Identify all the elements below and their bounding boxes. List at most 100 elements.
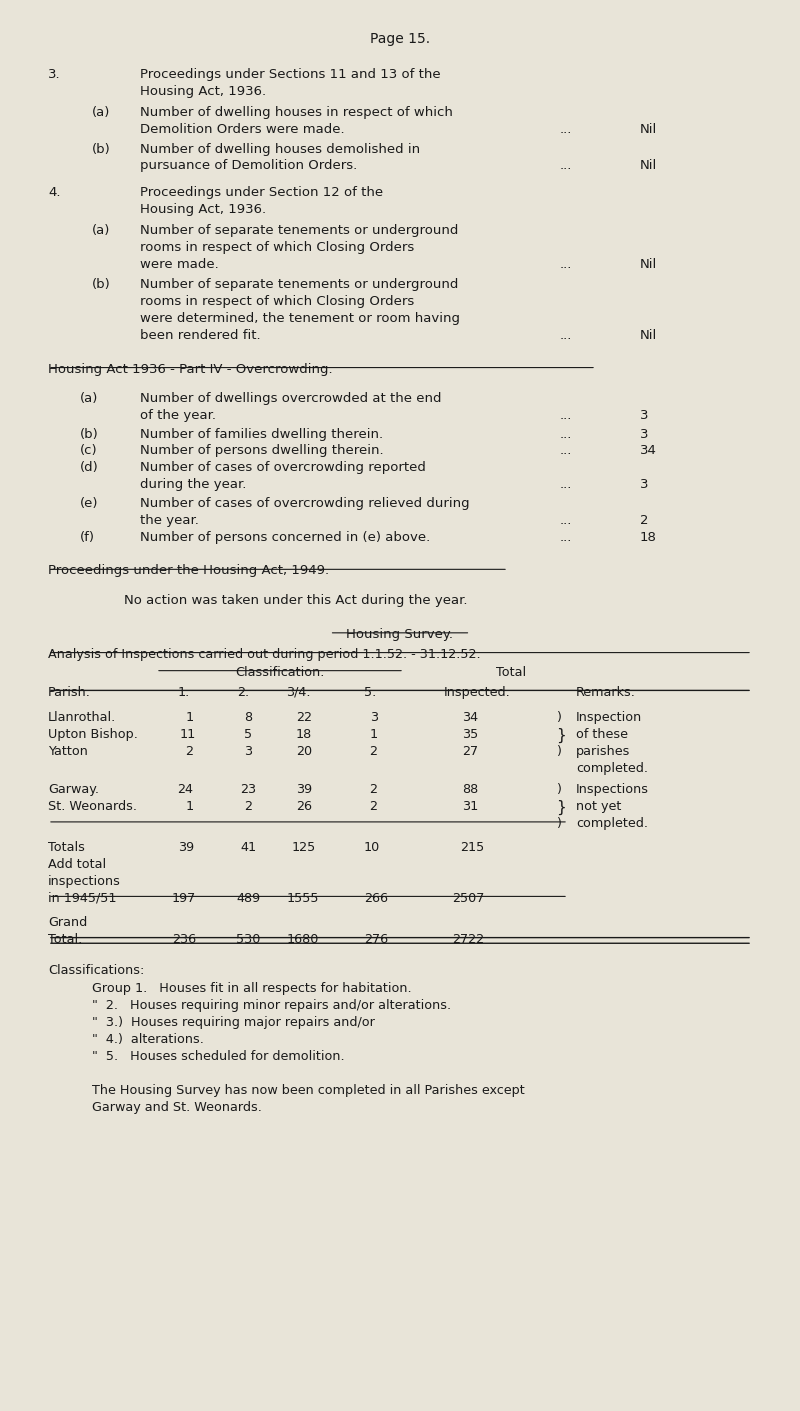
Text: St. Weonards.: St. Weonards. — [48, 800, 137, 813]
Text: during the year.: during the year. — [140, 478, 246, 491]
Text: The Housing Survey has now been completed in all Parishes except: The Housing Survey has now been complete… — [92, 1084, 525, 1096]
Text: "  2.   Houses requiring minor repairs and/or alterations.: " 2. Houses requiring minor repairs and/… — [92, 999, 451, 1012]
Text: 1: 1 — [186, 711, 194, 724]
Text: ...: ... — [560, 329, 572, 341]
Text: of the year.: of the year. — [140, 409, 216, 422]
Text: Number of cases of overcrowding relieved during: Number of cases of overcrowding relieved… — [140, 497, 470, 509]
Text: 5: 5 — [244, 728, 252, 741]
Text: 125: 125 — [292, 841, 316, 854]
Text: 215: 215 — [460, 841, 484, 854]
Text: Proceedings under Sections 11 and 13 of the: Proceedings under Sections 11 and 13 of … — [140, 68, 441, 80]
Text: Grand: Grand — [48, 916, 87, 928]
Text: 39: 39 — [178, 841, 194, 854]
Text: ...: ... — [560, 514, 572, 526]
Text: been rendered fit.: been rendered fit. — [140, 329, 261, 341]
Text: Nil: Nil — [640, 123, 658, 135]
Text: (a): (a) — [92, 224, 110, 237]
Text: Total: Total — [496, 666, 526, 679]
Text: completed.: completed. — [576, 817, 648, 830]
Text: ...: ... — [560, 478, 572, 491]
Text: Group 1.   Houses fit in all respects for habitation.: Group 1. Houses fit in all respects for … — [92, 982, 412, 995]
Text: 276: 276 — [364, 933, 388, 945]
Text: pursuance of Demolition Orders.: pursuance of Demolition Orders. — [140, 159, 358, 172]
Text: Number of dwelling houses in respect of which: Number of dwelling houses in respect of … — [140, 106, 453, 119]
Text: "  3.)  Houses requiring major repairs and/or: " 3.) Houses requiring major repairs and… — [92, 1016, 375, 1029]
Text: Analysis of Inspections carried out during period 1.1.52. - 31.12.52.: Analysis of Inspections carried out duri… — [48, 648, 481, 660]
Text: Parish.: Parish. — [48, 686, 91, 698]
Text: Number of persons concerned in (e) above.: Number of persons concerned in (e) above… — [140, 531, 430, 543]
Text: were made.: were made. — [140, 258, 218, 271]
Text: not yet: not yet — [576, 800, 622, 813]
Text: 2: 2 — [186, 745, 194, 758]
Text: ): ) — [556, 745, 561, 758]
Text: Inspection: Inspection — [576, 711, 642, 724]
Text: (b): (b) — [92, 143, 110, 155]
Text: Housing Act, 1936.: Housing Act, 1936. — [140, 85, 266, 97]
Text: 10: 10 — [364, 841, 380, 854]
Text: 2: 2 — [640, 514, 649, 526]
Text: Demolition Orders were made.: Demolition Orders were made. — [140, 123, 345, 135]
Text: 3: 3 — [640, 409, 649, 422]
Text: 5.: 5. — [364, 686, 376, 698]
Text: Llanrothal.: Llanrothal. — [48, 711, 116, 724]
Text: completed.: completed. — [576, 762, 648, 775]
Text: Nil: Nil — [640, 258, 658, 271]
Text: Housing Survey.: Housing Survey. — [346, 628, 454, 641]
Text: 22: 22 — [296, 711, 312, 724]
Text: (f): (f) — [80, 531, 95, 543]
Text: No action was taken under this Act during the year.: No action was taken under this Act durin… — [124, 594, 467, 607]
Text: rooms in respect of which Closing Orders: rooms in respect of which Closing Orders — [140, 295, 414, 308]
Text: in 1945/51: in 1945/51 — [48, 892, 117, 904]
Text: Inspected.: Inspected. — [444, 686, 510, 698]
Text: 26: 26 — [296, 800, 312, 813]
Text: Yatton: Yatton — [48, 745, 88, 758]
Text: ...: ... — [560, 159, 572, 172]
Text: 88: 88 — [462, 783, 478, 796]
Text: 3: 3 — [244, 745, 252, 758]
Text: Housing Act, 1936.: Housing Act, 1936. — [140, 203, 266, 216]
Text: Total.: Total. — [48, 933, 82, 945]
Text: 3.: 3. — [48, 68, 61, 80]
Text: Number of separate tenements or underground: Number of separate tenements or undergro… — [140, 278, 458, 291]
Text: ...: ... — [560, 444, 572, 457]
Text: Garway.: Garway. — [48, 783, 99, 796]
Text: 3: 3 — [640, 478, 649, 491]
Text: (a): (a) — [92, 106, 110, 119]
Text: 3/4.: 3/4. — [286, 686, 310, 698]
Text: 24: 24 — [178, 783, 194, 796]
Text: "  4.)  alterations.: " 4.) alterations. — [92, 1033, 204, 1046]
Text: 2: 2 — [370, 783, 378, 796]
Text: 3: 3 — [640, 428, 649, 440]
Text: 39: 39 — [296, 783, 312, 796]
Text: 1680: 1680 — [286, 933, 318, 945]
Text: 1555: 1555 — [286, 892, 319, 904]
Text: ...: ... — [560, 409, 572, 422]
Text: Totals: Totals — [48, 841, 85, 854]
Text: 20: 20 — [296, 745, 312, 758]
Text: "  5.   Houses scheduled for demolition.: " 5. Houses scheduled for demolition. — [92, 1050, 345, 1062]
Text: 3: 3 — [370, 711, 378, 724]
Text: }: } — [556, 800, 566, 816]
Text: 1.: 1. — [178, 686, 190, 698]
Text: Add total: Add total — [48, 858, 106, 871]
Text: 11: 11 — [180, 728, 196, 741]
Text: Number of cases of overcrowding reported: Number of cases of overcrowding reported — [140, 461, 426, 474]
Text: (b): (b) — [80, 428, 98, 440]
Text: 2507: 2507 — [452, 892, 484, 904]
Text: Classification.: Classification. — [235, 666, 325, 679]
Text: (e): (e) — [80, 497, 98, 509]
Text: Page 15.: Page 15. — [370, 32, 430, 47]
Text: 197: 197 — [172, 892, 196, 904]
Text: (a): (a) — [80, 392, 98, 405]
Text: 34: 34 — [640, 444, 657, 457]
Text: Proceedings under Section 12 of the: Proceedings under Section 12 of the — [140, 186, 383, 199]
Text: 8: 8 — [244, 711, 252, 724]
Text: Number of dwellings overcrowded at the end: Number of dwellings overcrowded at the e… — [140, 392, 442, 405]
Text: 489: 489 — [236, 892, 260, 904]
Text: 236: 236 — [172, 933, 196, 945]
Text: 2: 2 — [244, 800, 252, 813]
Text: 4.: 4. — [48, 186, 61, 199]
Text: (d): (d) — [80, 461, 98, 474]
Text: ...: ... — [560, 428, 572, 440]
Text: }: } — [556, 728, 566, 744]
